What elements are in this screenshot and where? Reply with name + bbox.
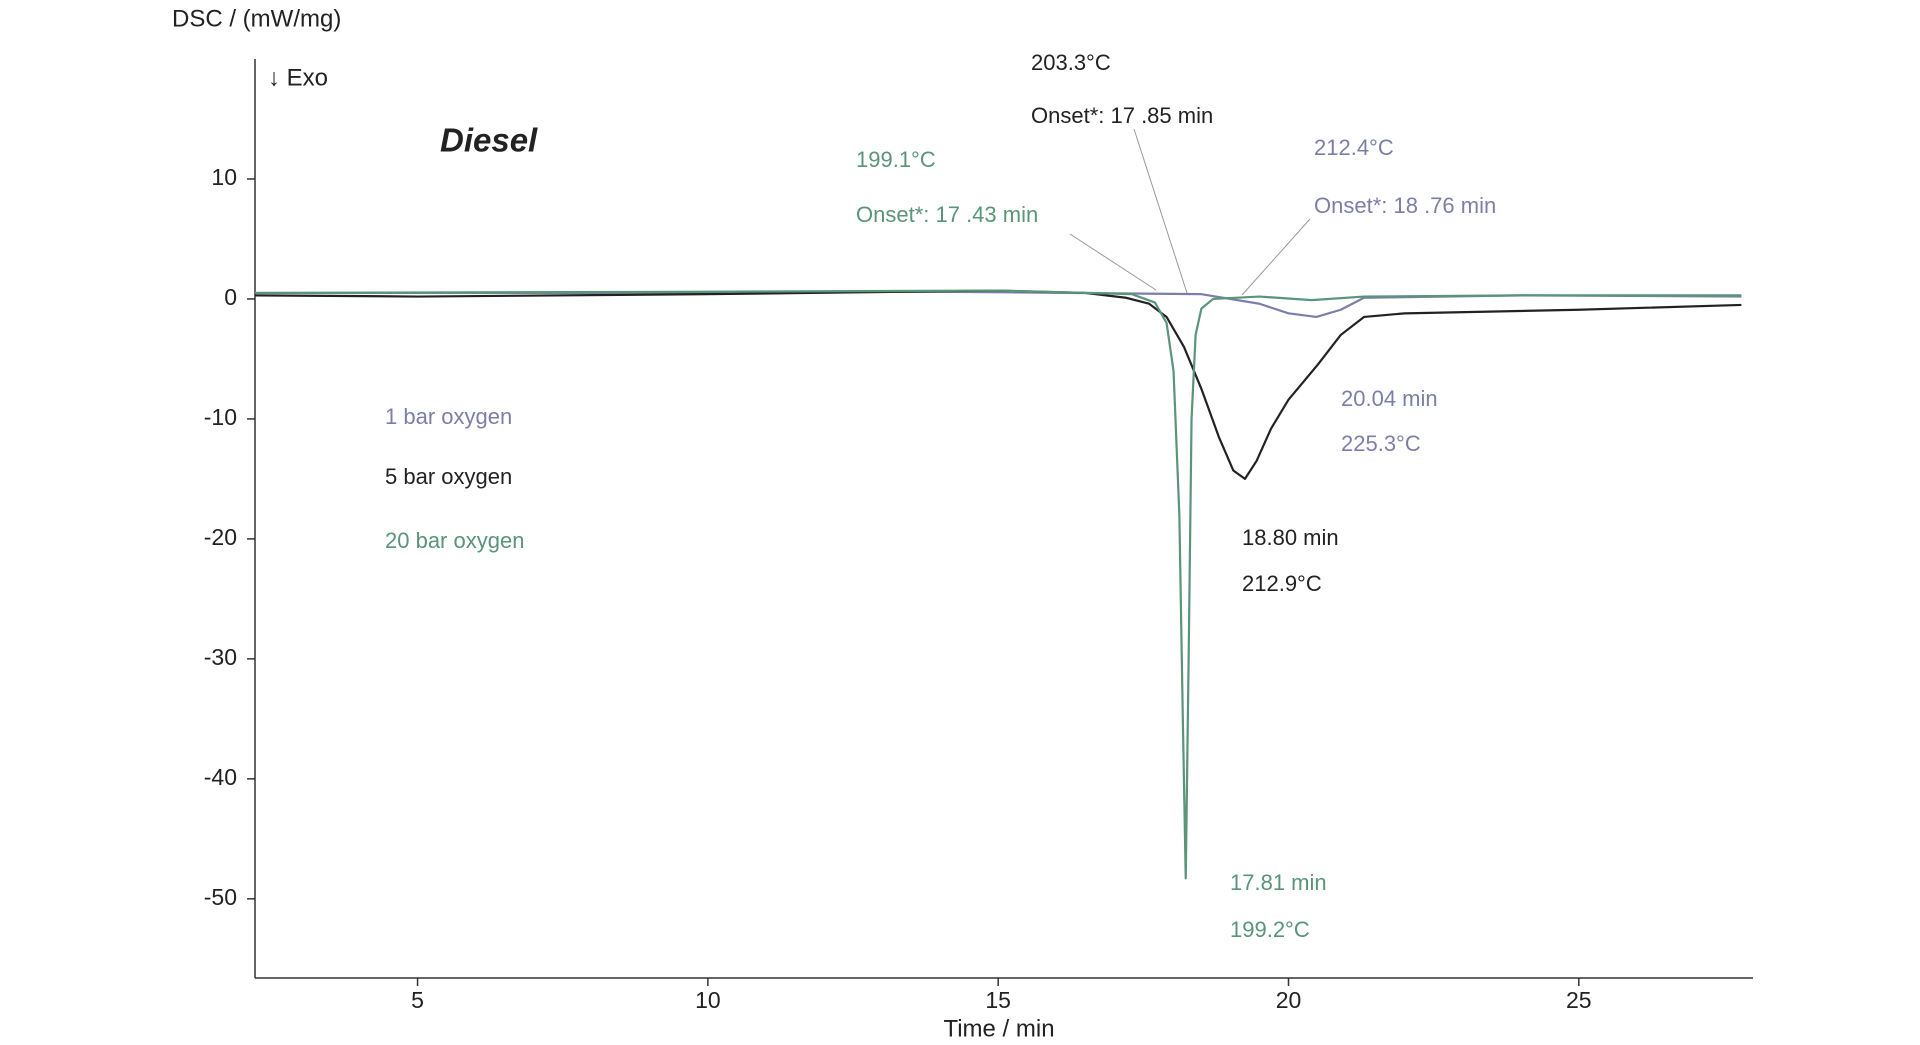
- data-line: [254, 289, 1742, 481]
- y-tick-label: -50: [204, 884, 237, 910]
- legend-label: 1 bar oxygen: [385, 404, 512, 429]
- annotation: Onset*: 17 .85 min: [1031, 103, 1213, 128]
- x-tick-label: 5: [411, 987, 424, 1013]
- exo-indicator: ↓ Exo: [268, 64, 328, 91]
- x-tick-label: 15: [985, 987, 1011, 1013]
- annotation: 212.9°C: [1242, 571, 1322, 596]
- x-tick-label: 25: [1566, 987, 1592, 1013]
- data-line: [254, 289, 1742, 880]
- leader-line: [1069, 233, 1157, 291]
- y-tick-label: -40: [204, 764, 237, 790]
- legend-label: 20 bar oxygen: [385, 528, 524, 553]
- annotation: 225.3°C: [1341, 431, 1421, 456]
- annotation: 18.80 min: [1242, 525, 1339, 550]
- annotation: 199.2°C: [1230, 917, 1310, 942]
- annotation: Onset*: 18 .76 min: [1314, 193, 1496, 218]
- y-tick-label: -30: [204, 644, 237, 670]
- y-axis-title: DSC / (mW/mg): [172, 5, 341, 32]
- annotation: 199.1°C: [856, 147, 936, 172]
- annotation: 203.3°C: [1031, 50, 1111, 75]
- leader-line: [1241, 218, 1311, 296]
- y-tick-label: -20: [204, 524, 237, 550]
- x-tick-label: 20: [1276, 987, 1302, 1013]
- x-tick-label: 10: [695, 987, 721, 1013]
- annotation: 20.04 min: [1341, 386, 1438, 411]
- chart-title: Diesel: [440, 122, 538, 159]
- y-tick-label: -10: [204, 404, 237, 430]
- annotation: Onset*: 17 .43 min: [856, 202, 1038, 227]
- x-axis-title: Time / min: [943, 1015, 1054, 1042]
- y-tick-label: 0: [224, 284, 237, 310]
- annotation: 212.4°C: [1314, 135, 1394, 160]
- annotation: 17.81 min: [1230, 870, 1327, 895]
- y-tick-label: 10: [211, 164, 237, 190]
- legend-label: 5 bar oxygen: [385, 464, 512, 489]
- leader-line: [1133, 128, 1188, 294]
